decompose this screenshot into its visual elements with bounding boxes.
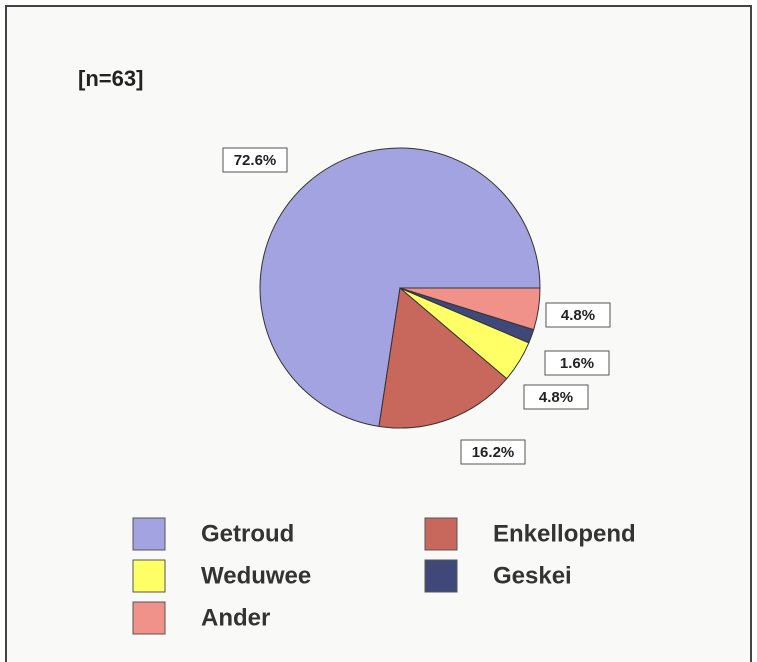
legend-label: Geskei <box>493 562 572 589</box>
data-label-box <box>523 384 589 410</box>
data-label-box <box>544 350 610 376</box>
legend-swatch <box>132 601 166 635</box>
legend-swatch <box>424 517 458 551</box>
legend-label: Ander <box>201 604 270 631</box>
legend-swatch <box>424 559 458 593</box>
data-label: 16.2% <box>472 444 515 461</box>
pie-slice <box>378 287 508 429</box>
data-label: 4.8% <box>561 307 595 324</box>
data-label-box <box>460 439 526 465</box>
chart-subtitle: [n=63] <box>78 66 143 91</box>
data-label: 1.6% <box>560 355 594 372</box>
pie-slice <box>399 287 541 331</box>
pie-slice <box>259 147 541 427</box>
data-label: 4.8% <box>539 389 573 406</box>
data-label-box <box>545 302 611 328</box>
legend-label: Weduwee <box>201 562 311 589</box>
data-label: 72.6% <box>234 152 277 169</box>
legend-label: Enkellopend <box>493 520 636 547</box>
legend-swatch <box>132 559 166 593</box>
legend-swatch <box>132 517 166 551</box>
data-label-box <box>222 147 288 173</box>
legend-label: Getroud <box>201 520 294 547</box>
